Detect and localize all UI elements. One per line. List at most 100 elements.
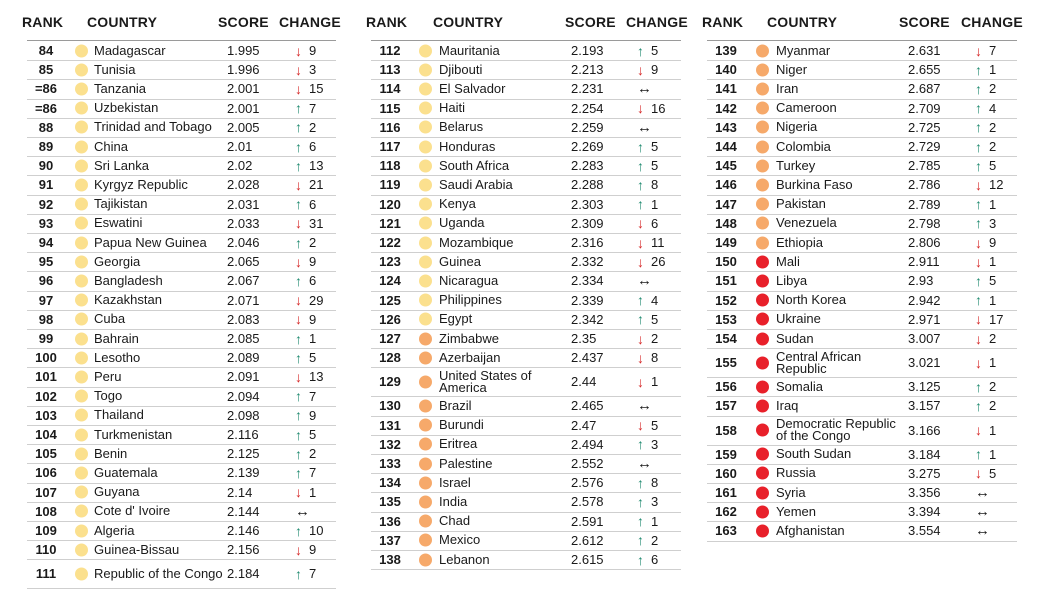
change-value: 5 bbox=[651, 139, 659, 155]
table-row: 138 Lebanon 2.615 ↑ 6 bbox=[371, 550, 681, 571]
change-cell: ↓ 1 bbox=[975, 252, 996, 271]
change-value: 3 bbox=[989, 215, 997, 231]
change-value: 21 bbox=[309, 177, 324, 193]
peace-level-dot bbox=[756, 380, 769, 394]
country-cell: Central African Republic bbox=[776, 348, 862, 376]
peace-level-dot bbox=[756, 466, 769, 480]
change-value: 5 bbox=[309, 350, 317, 366]
arrow-up-icon: ↑ bbox=[295, 138, 302, 155]
rank-cell: 116 bbox=[379, 119, 401, 135]
change-cell: ↑ 6 bbox=[295, 137, 316, 156]
change-cell: ↑ 6 bbox=[295, 271, 316, 290]
score-cell: 2.942 bbox=[908, 292, 941, 308]
arrow-up-icon: ↑ bbox=[637, 292, 644, 309]
table-row: 100 Lesotho 2.089 ↑ 5 bbox=[27, 348, 336, 369]
country-cell: Guyana bbox=[94, 484, 140, 500]
score-cell: 2.911 bbox=[908, 254, 940, 270]
score-cell: 3.125 bbox=[908, 379, 941, 395]
score-cell: 2.283 bbox=[571, 158, 604, 174]
change-cell: ↑ 2 bbox=[637, 531, 658, 550]
peace-level-dot bbox=[75, 428, 88, 442]
change-cell: ↓ 16 bbox=[637, 99, 665, 118]
table-row: 119 Saudi Arabia 2.288 ↑ 8 bbox=[371, 175, 681, 196]
table-row: 152 North Korea 2.942 ↑ 1 bbox=[707, 291, 1017, 311]
change-value: 2 bbox=[989, 379, 997, 395]
score-cell: 2.591 bbox=[571, 513, 604, 529]
country-cell: Republic of the Congo bbox=[94, 565, 223, 581]
table-row: 127 Zimbabwe 2.35 ↓ 2 bbox=[371, 329, 681, 350]
header-rank: RANK bbox=[22, 14, 64, 30]
header-country: COUNTRY bbox=[767, 14, 838, 30]
peace-level-dot bbox=[75, 101, 88, 115]
change-cell: ↑ 8 bbox=[637, 175, 658, 194]
country-cell: Pakistan bbox=[776, 196, 826, 212]
table-row: 134 Israel 2.576 ↑ 8 bbox=[371, 473, 681, 494]
header-score: SCORE bbox=[899, 14, 950, 30]
header-country: COUNTRY bbox=[87, 14, 158, 30]
peace-level-dot bbox=[756, 486, 769, 500]
rank-cell: 149 bbox=[715, 235, 737, 251]
rank-cell: 84 bbox=[38, 43, 54, 59]
arrow-left-right-icon: ↔ bbox=[637, 272, 652, 290]
country-cell: Egypt bbox=[439, 311, 473, 327]
rank-cell: 128 bbox=[379, 350, 401, 366]
country-cell: United States of America bbox=[439, 367, 532, 395]
table-row: 97 Kazakhstan 2.071 ↓ 29 bbox=[27, 291, 336, 311]
country-cell: Ukraine bbox=[776, 311, 821, 327]
change-value: 1 bbox=[989, 254, 997, 270]
score-cell: 2.028 bbox=[227, 177, 260, 193]
peace-level-dot bbox=[756, 44, 769, 58]
arrow-down-icon: ↓ bbox=[637, 330, 644, 347]
change-value: 7 bbox=[309, 465, 317, 481]
table-row: 102 Togo 2.094 ↑ 7 bbox=[27, 387, 336, 407]
table-row: 123 Guinea 2.332 ↓ 26 bbox=[371, 252, 681, 273]
change-cell: ↑ 1 bbox=[295, 329, 316, 348]
change-value: 2 bbox=[989, 119, 997, 135]
change-cell: ↑ 2 bbox=[975, 396, 996, 415]
peace-level-dot bbox=[75, 543, 88, 557]
rank-cell: 106 bbox=[35, 465, 57, 481]
change-cell: ↑ 4 bbox=[637, 291, 658, 310]
arrow-left-right-icon: ↔ bbox=[975, 503, 990, 521]
peace-level-dot bbox=[75, 466, 88, 480]
score-cell: 3.007 bbox=[908, 331, 941, 347]
rank-cell: 125 bbox=[379, 292, 401, 308]
peace-level-dot bbox=[756, 524, 769, 538]
table-row: 156 Somalia 3.125 ↑ 2 bbox=[707, 377, 1017, 398]
arrow-left-right-icon: ↔ bbox=[637, 455, 652, 473]
arrow-down-icon: ↓ bbox=[295, 215, 302, 232]
header-rule bbox=[27, 40, 336, 41]
arrow-down-icon: ↓ bbox=[295, 484, 302, 501]
country-cell: Kenya bbox=[439, 196, 476, 212]
change-value: 11 bbox=[651, 235, 665, 251]
score-cell: 2.01 bbox=[227, 139, 253, 155]
change-value: 9 bbox=[651, 62, 659, 78]
arrow-up-icon: ↑ bbox=[295, 100, 302, 117]
score-cell: 3.184 bbox=[908, 446, 941, 462]
table-row: 141 Iran 2.687 ↑ 2 bbox=[707, 79, 1017, 100]
arrow-up-icon: ↑ bbox=[295, 272, 302, 289]
peace-level-dot bbox=[75, 485, 88, 499]
score-cell: 2.071 bbox=[227, 292, 260, 308]
change-value: 5 bbox=[989, 465, 997, 481]
change-cell: ↓ 12 bbox=[975, 175, 1003, 194]
change-cell: ↓ 5 bbox=[975, 464, 996, 483]
score-cell: 2.231 bbox=[571, 81, 604, 97]
score-cell: 2.332 bbox=[571, 254, 604, 270]
table-row: =86 Uzbekistan 2.001 ↑ 7 bbox=[27, 99, 336, 119]
table-row: 162 Yemen 3.394 ↔ bbox=[707, 502, 1017, 523]
country-cell: North Korea bbox=[776, 292, 847, 308]
change-value: 1 bbox=[651, 513, 659, 529]
table-row: 96 Bangladesh 2.067 ↑ 6 bbox=[27, 271, 336, 292]
score-cell: 2.615 bbox=[571, 552, 604, 568]
score-cell: 2.798 bbox=[908, 215, 941, 231]
change-cell: ↓ 1 bbox=[637, 367, 658, 396]
arrow-up-icon: ↑ bbox=[975, 378, 982, 395]
table-row: 125 Philippines 2.339 ↑ 4 bbox=[371, 291, 681, 311]
rank-cell: 144 bbox=[715, 139, 737, 155]
peace-level-dot bbox=[419, 63, 432, 77]
rank-cell: 134 bbox=[379, 475, 401, 491]
peace-level-dot bbox=[756, 159, 769, 173]
rank-cell: 156 bbox=[715, 379, 737, 395]
table-row: 163 Afghanistan 3.554 ↔ bbox=[707, 521, 1017, 542]
